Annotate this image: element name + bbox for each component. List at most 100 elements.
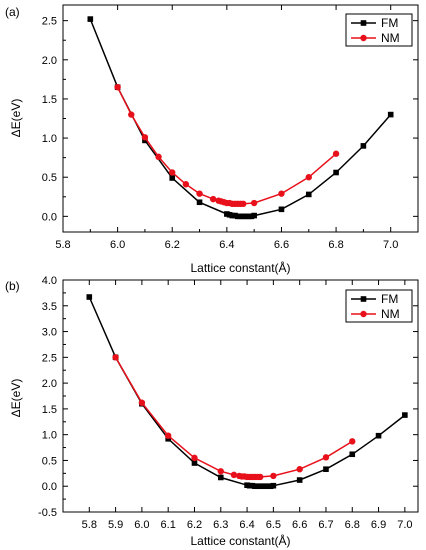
x-tick-label: 6.9 <box>371 519 386 531</box>
data-point-FM <box>296 477 303 483</box>
legend-label-FM: FM <box>381 292 398 306</box>
data-point-FM <box>387 111 394 118</box>
data-point-FM <box>270 482 277 489</box>
data-point-FM <box>305 191 312 198</box>
y-tick-label: 0.5 <box>42 455 57 467</box>
y-tick-label: 1.5 <box>42 94 57 106</box>
y-tick-label: 3.5 <box>42 301 57 313</box>
data-point-NM <box>322 454 330 461</box>
data-point-FM <box>196 199 203 206</box>
data-point-NM <box>112 354 119 361</box>
series-line-NM <box>116 86 337 205</box>
legend-marker-FM <box>360 20 367 26</box>
y-tick-label: 1.0 <box>42 430 57 442</box>
x-tick-label: 6.6 <box>292 519 307 531</box>
y-tick-label: 2.0 <box>42 55 57 67</box>
legend-box <box>345 289 413 323</box>
x-tick-label: 6.6 <box>274 239 289 251</box>
series-line-FM <box>88 296 406 487</box>
x-tick-label: 6.8 <box>345 519 360 531</box>
y-tick-label: 2.5 <box>42 352 57 364</box>
data-point-NM <box>257 473 264 481</box>
series-line-FM <box>89 18 392 218</box>
legend-label-NM: NM <box>381 31 400 45</box>
y-tick-label: 2.5 <box>42 16 57 28</box>
panel-label: (a) <box>5 5 20 19</box>
legend-marker-NM <box>360 34 367 42</box>
panel-label: (b) <box>5 279 20 293</box>
x-tick-label: 6.1 <box>161 519 176 531</box>
data-point-FM <box>375 432 382 439</box>
y-axis-label: ΔE(eV) <box>9 379 23 418</box>
x-tick-label: 6.3 <box>213 519 228 531</box>
y-tick-label: 1.5 <box>42 404 57 416</box>
y-tick-label: 4.0 <box>42 275 57 287</box>
data-point-NM <box>128 111 135 118</box>
y-tick-label: 2.0 <box>42 378 57 390</box>
data-point-FM <box>169 175 176 181</box>
data-point-FM <box>191 460 198 466</box>
x-tick-label: 7.0 <box>397 519 412 531</box>
x-axis-label: Lattice constant(Å) <box>190 260 290 275</box>
x-tick-label: 5.8 <box>55 239 70 251</box>
chart-panel-0: 5.8 6.0 6.2 6.4 6.6 6.8 7.0 0.0 0.5 1.0 1.5 2.0 2.5 L… <box>5 4 419 275</box>
x-tick-label: 6.5 <box>266 519 281 531</box>
data-point-FM <box>360 143 367 149</box>
x-tick-label: 6.4 <box>239 519 254 531</box>
y-tick-label: 3.0 <box>42 327 57 339</box>
x-tick-label: 6.2 <box>187 519 202 531</box>
legend-box <box>345 13 413 47</box>
y-tick-label: -0.5 <box>38 507 57 519</box>
data-point-FM <box>333 169 339 176</box>
x-tick-label: 7.0 <box>383 239 398 251</box>
x-tick-label: 5.8 <box>82 519 97 531</box>
data-point-NM <box>250 199 258 207</box>
data-point-FM <box>402 412 408 418</box>
legend-marker-NM <box>360 310 367 318</box>
data-point-NM <box>114 83 121 91</box>
data-point-NM <box>332 150 340 157</box>
data-point-FM <box>323 466 329 473</box>
y-tick-label: 1.0 <box>42 133 57 145</box>
legend-label-FM: FM <box>381 16 398 30</box>
data-point-NM <box>209 195 217 203</box>
legend-marker-FM <box>360 296 367 302</box>
data-point-NM <box>296 466 303 473</box>
y-tick-label: 0.0 <box>42 211 57 223</box>
data-point-NM <box>217 468 224 475</box>
y-tick-label: 0.0 <box>42 481 57 493</box>
data-point-NM <box>138 399 146 406</box>
data-point-NM <box>141 134 149 141</box>
data-point-NM <box>230 471 238 479</box>
data-point-NM <box>270 472 277 480</box>
x-axis-label: Lattice constant(Å) <box>190 533 290 548</box>
y-tick-label: 0.5 <box>42 172 57 184</box>
x-tick-label: 6.0 <box>134 519 149 531</box>
data-point-NM <box>155 153 162 161</box>
data-point-NM <box>240 200 247 208</box>
x-tick-label: 6.0 <box>110 239 125 251</box>
data-point-NM <box>305 174 312 181</box>
data-point-NM <box>196 190 203 197</box>
data-point-NM <box>164 432 172 439</box>
x-tick-label: 5.9 <box>108 519 123 531</box>
data-point-NM <box>349 438 356 445</box>
x-tick-label: 6.8 <box>328 239 343 251</box>
data-point-FM <box>278 206 285 213</box>
data-point-NM <box>182 181 190 188</box>
data-point-NM <box>278 190 285 197</box>
data-point-FM <box>251 212 257 219</box>
chart-panel-1: 5.8 5.9 6.0 6.1 6.2 6.3 6.4 6.5 6.6 6.7 6.8 6.9 7.0 -… <box>5 275 419 548</box>
x-tick-label: 6.4 <box>219 239 234 251</box>
data-point-NM <box>191 454 198 462</box>
data-point-NM <box>169 169 176 176</box>
x-tick-label: 6.2 <box>165 239 180 251</box>
data-point-FM <box>86 294 93 300</box>
legend-label-NM: NM <box>381 307 400 321</box>
data-point-FM <box>349 451 356 458</box>
y-axis-label: ΔE(eV) <box>9 99 23 138</box>
data-point-FM <box>87 16 94 22</box>
